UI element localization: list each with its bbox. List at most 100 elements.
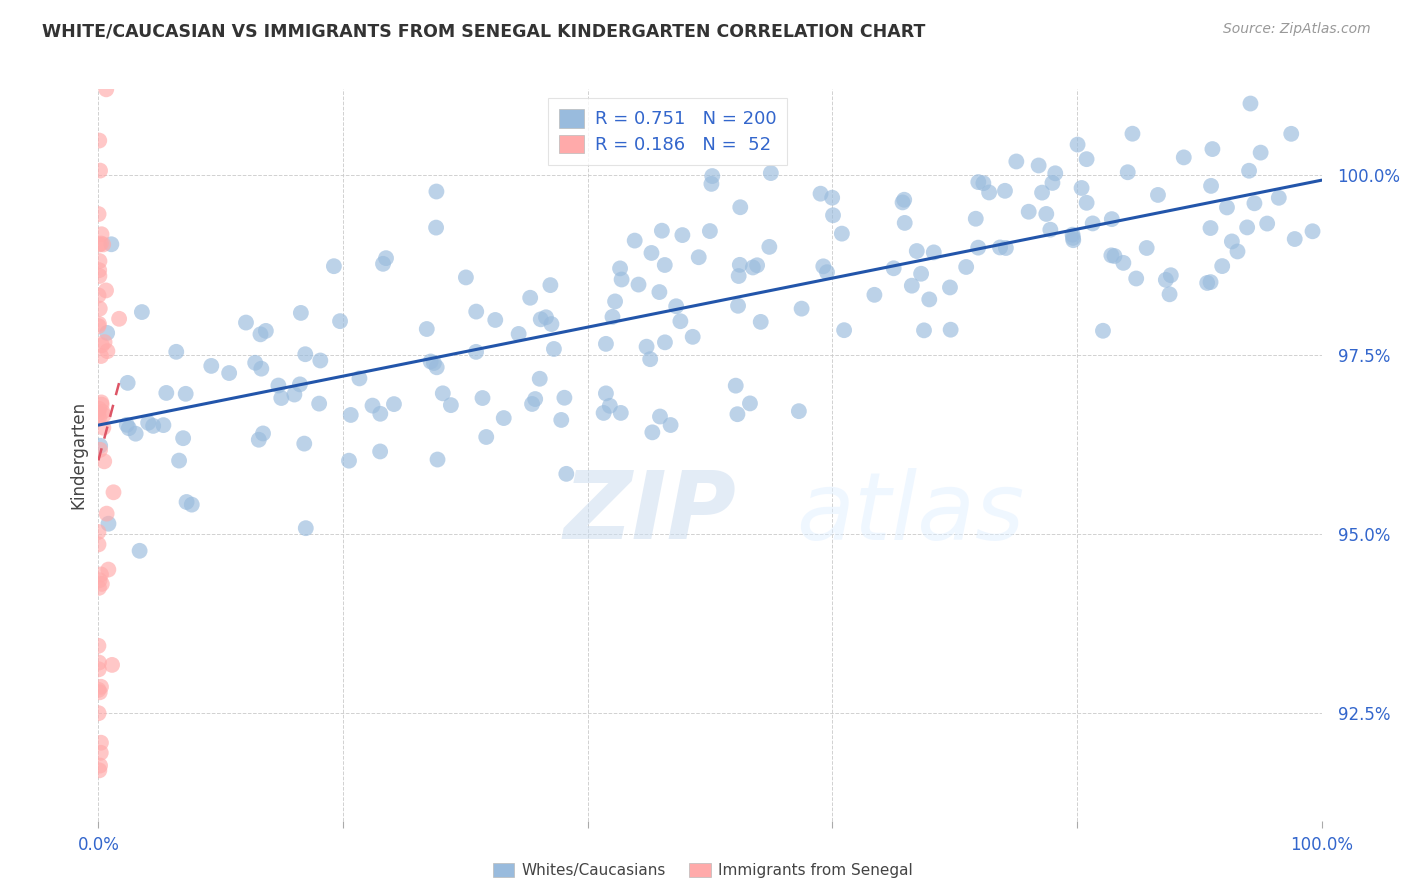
Point	[939, 323, 962, 337]
Point	[813, 260, 835, 274]
Point	[905, 244, 928, 258]
Point	[609, 261, 631, 276]
Point	[87, 524, 110, 539]
Point	[1279, 127, 1302, 141]
Point	[235, 316, 257, 330]
Point	[891, 195, 914, 210]
Point	[167, 453, 190, 467]
Point	[371, 257, 394, 271]
Point	[1062, 227, 1084, 242]
Point	[87, 207, 110, 221]
Point	[738, 396, 761, 410]
Point	[93, 454, 115, 468]
Point	[89, 301, 111, 316]
Point	[1076, 152, 1098, 166]
Point	[815, 265, 838, 279]
Point	[283, 387, 305, 401]
Point	[174, 387, 197, 401]
Point	[249, 327, 271, 342]
Point	[623, 234, 645, 248]
Point	[91, 405, 114, 419]
Point	[103, 485, 125, 500]
Point	[725, 407, 748, 421]
Point	[243, 356, 266, 370]
Point	[87, 537, 110, 551]
Point	[89, 263, 111, 277]
Point	[292, 436, 315, 450]
Point	[339, 408, 361, 422]
Point	[1154, 273, 1177, 287]
Point	[543, 342, 565, 356]
Point	[440, 398, 463, 412]
Point	[87, 639, 110, 653]
Text: ZIP: ZIP	[564, 467, 737, 559]
Point	[267, 378, 290, 392]
Point	[1199, 178, 1222, 193]
Point	[520, 397, 543, 411]
Point	[368, 407, 391, 421]
Point	[136, 416, 159, 430]
Point	[1199, 275, 1222, 289]
Point	[1062, 233, 1084, 247]
Point	[87, 406, 110, 420]
Point	[1201, 142, 1223, 156]
Point	[425, 185, 447, 199]
Point	[89, 268, 111, 283]
Point	[1284, 232, 1306, 246]
Point	[1121, 127, 1143, 141]
Point	[361, 399, 384, 413]
Point	[91, 237, 114, 252]
Point	[200, 359, 222, 373]
Point	[90, 577, 112, 591]
Y-axis label: Kindergarten: Kindergarten	[69, 401, 87, 509]
Point	[294, 347, 316, 361]
Point	[659, 417, 682, 432]
Point	[955, 260, 977, 274]
Point	[610, 406, 633, 420]
Point	[87, 410, 110, 425]
Point	[288, 377, 311, 392]
Point	[290, 306, 312, 320]
Point	[94, 284, 117, 298]
Point	[90, 236, 112, 251]
Point	[1070, 181, 1092, 195]
Point	[1199, 221, 1222, 235]
Point	[337, 453, 360, 467]
Point	[90, 736, 112, 750]
Point	[96, 326, 118, 340]
Point	[432, 386, 454, 401]
Point	[90, 227, 112, 242]
Point	[519, 291, 541, 305]
Point	[90, 349, 112, 363]
Point	[702, 169, 724, 183]
Point	[994, 241, 1017, 255]
Point	[165, 344, 187, 359]
Point	[1116, 165, 1139, 179]
Point	[322, 259, 344, 273]
Point	[1112, 256, 1135, 270]
Point	[426, 360, 449, 375]
Point	[1236, 220, 1258, 235]
Point	[172, 431, 194, 445]
Point	[627, 277, 650, 292]
Point	[810, 186, 832, 201]
Point	[484, 313, 506, 327]
Point	[910, 267, 932, 281]
Point	[1173, 150, 1195, 164]
Point	[93, 335, 115, 350]
Text: Source: ZipAtlas.com: Source: ZipAtlas.com	[1223, 22, 1371, 37]
Point	[1302, 224, 1324, 238]
Point	[270, 391, 292, 405]
Point	[465, 344, 488, 359]
Point	[382, 397, 405, 411]
Point	[100, 237, 122, 252]
Point	[87, 662, 110, 676]
Point	[863, 288, 886, 302]
Point	[727, 268, 749, 283]
Point	[832, 323, 855, 337]
Point	[595, 386, 617, 401]
Point	[730, 200, 752, 214]
Point	[1066, 137, 1088, 152]
Point	[1091, 324, 1114, 338]
Point	[96, 344, 118, 359]
